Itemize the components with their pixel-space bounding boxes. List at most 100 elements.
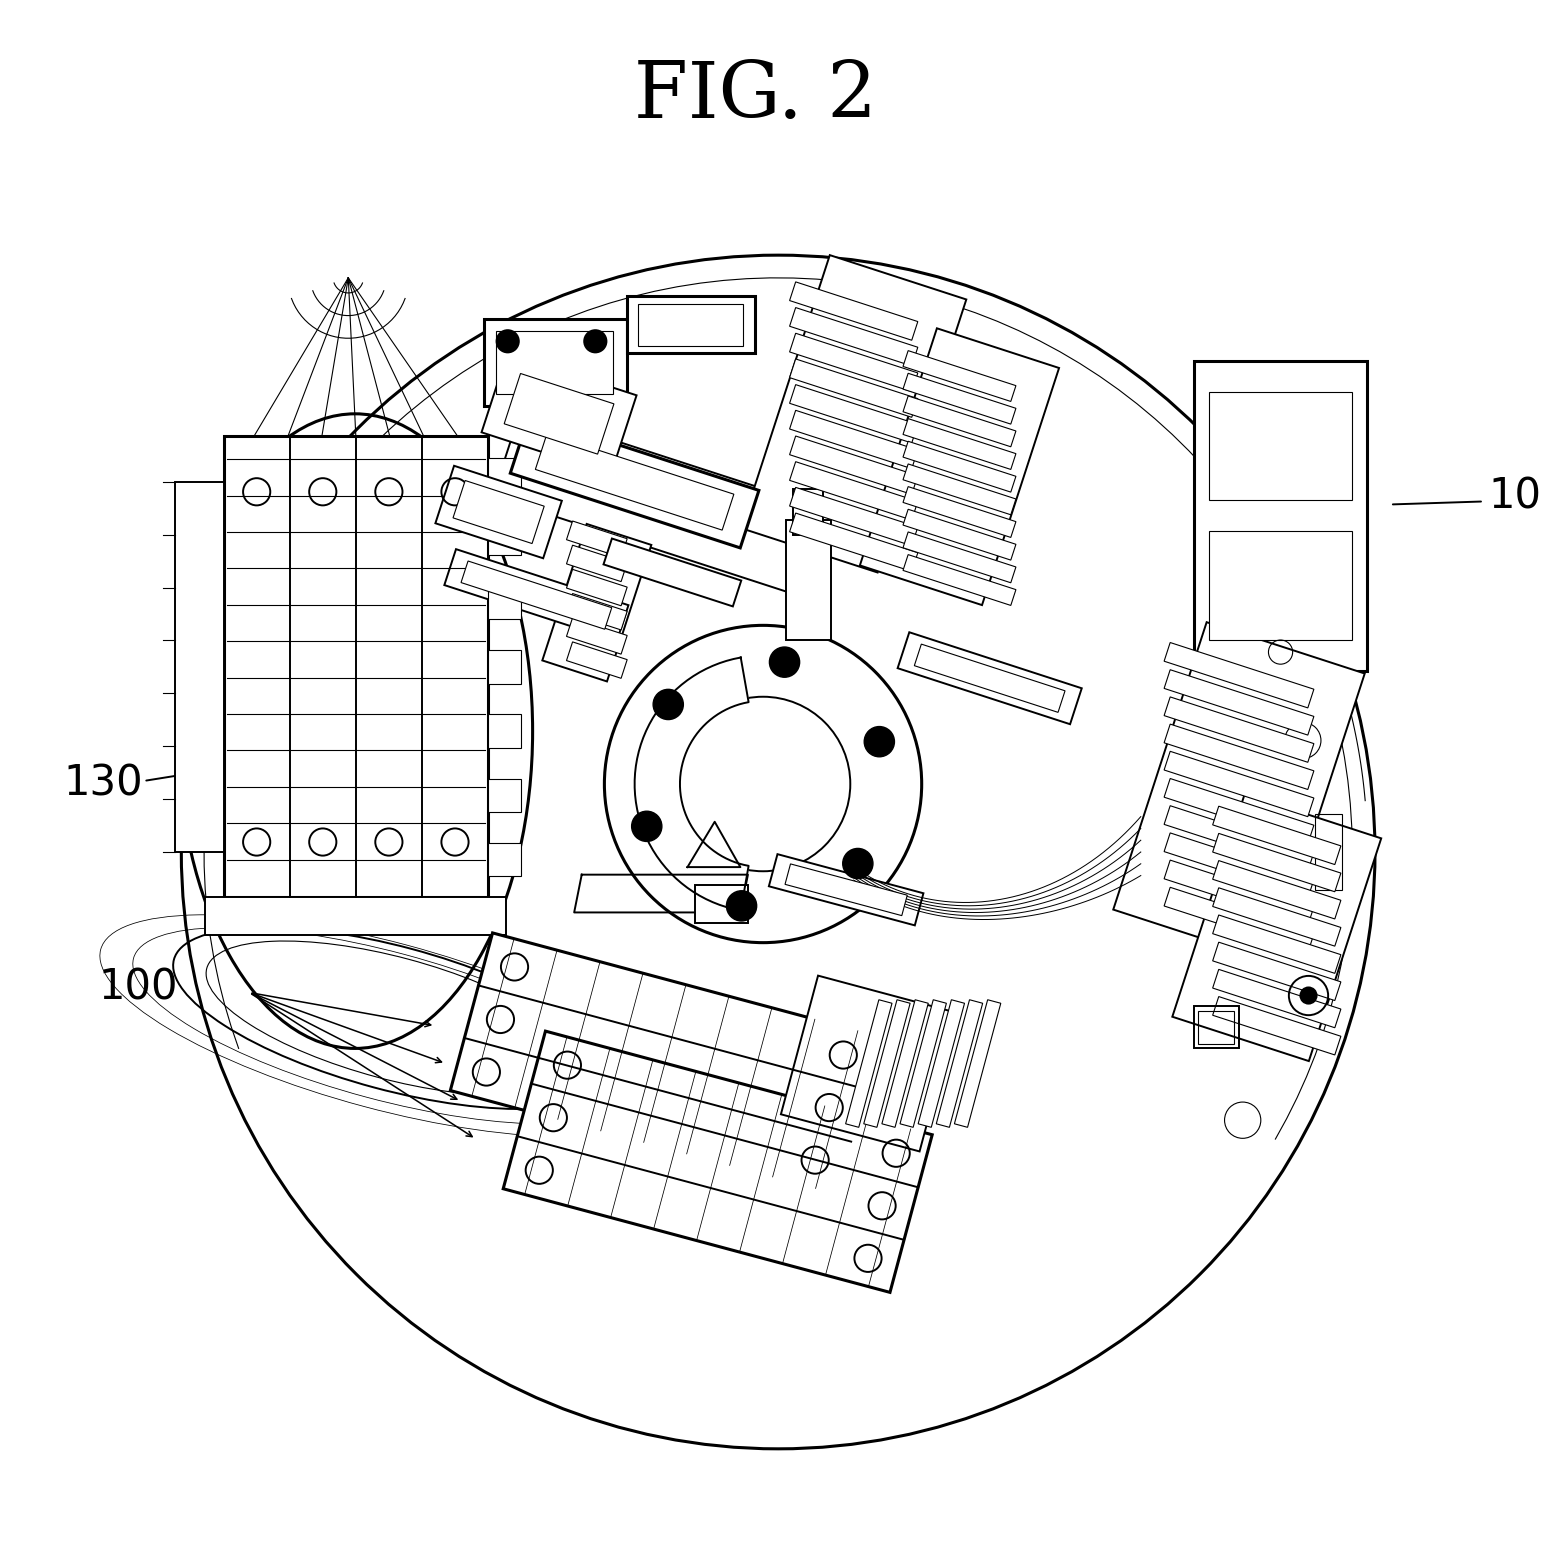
Polygon shape <box>481 353 637 475</box>
Circle shape <box>583 329 608 353</box>
Polygon shape <box>504 373 614 455</box>
Circle shape <box>1300 986 1317 1005</box>
Polygon shape <box>918 1000 965 1127</box>
Polygon shape <box>453 480 544 544</box>
Bar <box>696 886 748 924</box>
Bar <box>484 318 628 406</box>
Bar <box>489 651 521 684</box>
Bar <box>793 489 824 535</box>
Polygon shape <box>881 1000 928 1127</box>
Polygon shape <box>741 256 966 572</box>
Polygon shape <box>461 561 612 629</box>
Polygon shape <box>1212 887 1340 946</box>
Polygon shape <box>566 521 628 558</box>
Polygon shape <box>903 510 1016 560</box>
Polygon shape <box>510 416 759 547</box>
Bar <box>1209 532 1353 640</box>
Polygon shape <box>688 822 741 867</box>
Polygon shape <box>574 875 748 913</box>
Bar <box>489 458 521 491</box>
Polygon shape <box>635 657 748 911</box>
Polygon shape <box>790 334 918 392</box>
Circle shape <box>727 891 756 920</box>
Circle shape <box>632 811 662 842</box>
Polygon shape <box>790 307 918 365</box>
Polygon shape <box>790 384 918 444</box>
Polygon shape <box>914 644 1065 712</box>
Circle shape <box>652 690 683 720</box>
Bar <box>1194 1007 1238 1049</box>
Polygon shape <box>790 513 918 571</box>
Polygon shape <box>781 975 957 1151</box>
Bar <box>785 519 832 640</box>
Polygon shape <box>566 546 628 582</box>
Polygon shape <box>1164 724 1314 790</box>
Polygon shape <box>860 328 1059 605</box>
Polygon shape <box>603 538 741 607</box>
Polygon shape <box>1164 670 1314 735</box>
Polygon shape <box>493 409 836 599</box>
Bar <box>489 779 521 812</box>
Polygon shape <box>1172 793 1381 1062</box>
Bar <box>1194 361 1367 671</box>
Polygon shape <box>903 419 1016 469</box>
Polygon shape <box>790 359 918 417</box>
Polygon shape <box>450 933 880 1195</box>
Bar <box>206 897 506 935</box>
Polygon shape <box>566 569 628 605</box>
Polygon shape <box>566 641 628 679</box>
Circle shape <box>770 648 799 677</box>
Text: 200: 200 <box>332 483 411 525</box>
Polygon shape <box>903 397 1016 447</box>
Polygon shape <box>566 618 628 654</box>
Polygon shape <box>954 1000 1000 1127</box>
Polygon shape <box>846 1000 892 1127</box>
Polygon shape <box>903 373 1016 423</box>
Bar <box>1209 392 1353 500</box>
Circle shape <box>843 848 873 878</box>
Bar <box>489 586 521 619</box>
Polygon shape <box>903 555 1016 605</box>
Polygon shape <box>903 351 1016 401</box>
Polygon shape <box>502 1032 932 1292</box>
Polygon shape <box>785 864 908 916</box>
Polygon shape <box>903 532 1016 583</box>
Polygon shape <box>790 411 918 469</box>
Polygon shape <box>790 282 918 340</box>
Polygon shape <box>1212 806 1340 864</box>
Polygon shape <box>566 594 628 630</box>
Polygon shape <box>543 524 651 682</box>
Polygon shape <box>790 488 918 546</box>
Circle shape <box>864 726 895 757</box>
Polygon shape <box>898 632 1082 724</box>
Polygon shape <box>768 855 923 925</box>
Polygon shape <box>790 461 918 521</box>
Polygon shape <box>1164 833 1314 898</box>
Polygon shape <box>1164 696 1314 762</box>
Text: 100: 100 <box>99 967 178 1008</box>
Bar <box>496 331 614 394</box>
Bar <box>175 481 224 851</box>
Text: FIG. 2: FIG. 2 <box>634 58 877 135</box>
Bar <box>224 436 489 897</box>
Bar <box>1198 1011 1234 1044</box>
Polygon shape <box>790 436 918 494</box>
Polygon shape <box>1113 622 1365 961</box>
Polygon shape <box>1212 969 1340 1027</box>
Polygon shape <box>436 466 561 558</box>
Polygon shape <box>1164 806 1314 872</box>
Polygon shape <box>1212 861 1340 919</box>
Bar <box>489 715 521 748</box>
Polygon shape <box>903 486 1016 538</box>
Polygon shape <box>1212 833 1340 892</box>
Bar <box>637 304 744 347</box>
Bar <box>628 296 756 353</box>
Polygon shape <box>444 549 629 641</box>
Text: 10: 10 <box>1489 477 1541 517</box>
Circle shape <box>496 329 519 353</box>
Polygon shape <box>1164 751 1314 817</box>
Polygon shape <box>903 464 1016 514</box>
Polygon shape <box>1212 997 1340 1055</box>
Bar <box>1314 814 1342 889</box>
Polygon shape <box>900 1000 946 1127</box>
